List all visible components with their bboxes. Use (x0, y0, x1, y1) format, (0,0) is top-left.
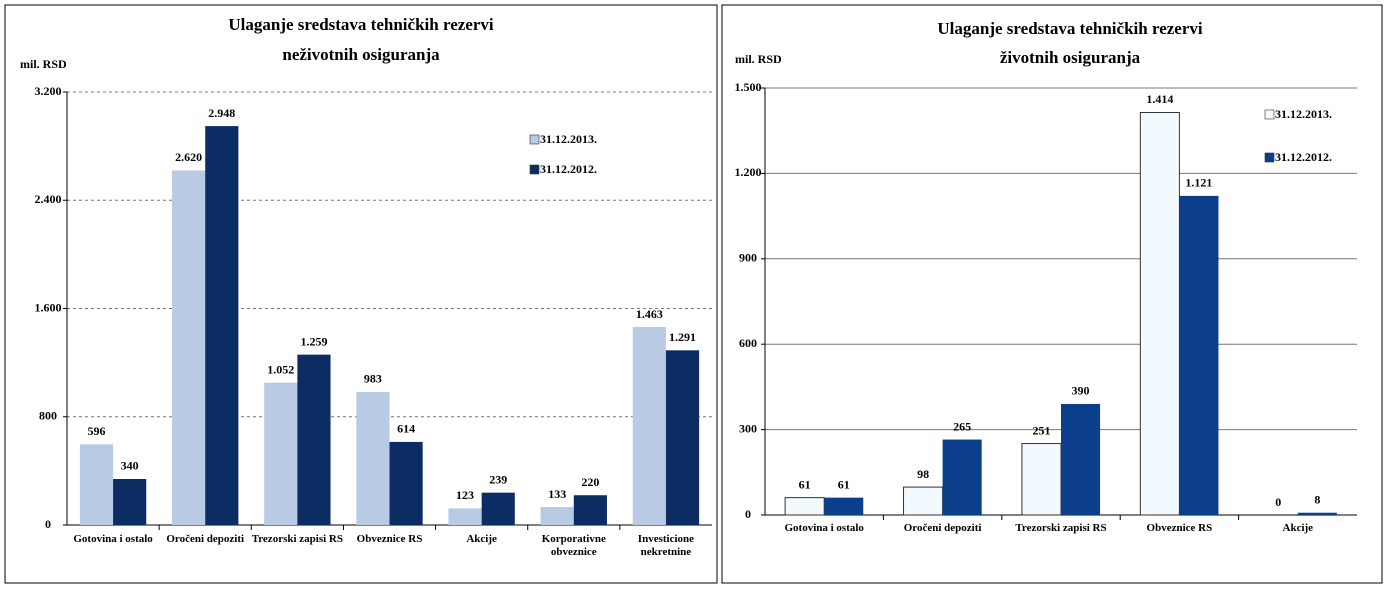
legend-label: 31.12.2012. (1275, 150, 1332, 164)
panel-frame (721, 4, 1383, 584)
y-tick-label: 900 (739, 251, 757, 265)
data-label: 239 (489, 472, 507, 486)
x-tick-label: Korporativne obveznice (541, 533, 606, 558)
category-label-box: Korporativne obveznice (541, 533, 606, 558)
chart-subtitle: životnih osiguranja (1000, 48, 1141, 67)
y-tick-label: 300 (739, 421, 757, 435)
y-tick-label: 3.200 (35, 84, 62, 98)
chart-subtitle: neživotnih osiguranja (282, 45, 440, 64)
bar (1021, 443, 1062, 516)
data-label: 61 (838, 477, 850, 491)
bar (824, 497, 864, 515)
x-tick-label: Gotovina i ostalo (784, 522, 864, 534)
category-label-box: Obveznice RS (1146, 522, 1213, 534)
legend-swatch (1264, 152, 1275, 163)
x-tick-label: Trezorski zapisi RS (1015, 522, 1107, 534)
bar (784, 497, 825, 516)
y-tick-label: 800 (39, 409, 57, 423)
data-label: 133 (548, 487, 566, 501)
bar (172, 170, 206, 525)
data-label: 1.259 (300, 334, 327, 348)
category-label-box: Investicione nekretnine (637, 533, 695, 558)
data-label: 614 (397, 422, 415, 436)
data-label: 61 (799, 477, 811, 491)
x-tick-label: Investicione nekretnine (637, 533, 695, 558)
data-label: 251 (1032, 423, 1050, 437)
data-label: 8 (1314, 492, 1320, 506)
bar (540, 507, 574, 525)
bar (1061, 403, 1101, 515)
category-label-box: Gotovina i ostalo (73, 533, 153, 545)
bar (632, 327, 666, 525)
data-label: 596 (87, 424, 105, 438)
data-label: 983 (364, 372, 382, 386)
data-label: 0 (1275, 495, 1281, 509)
data-label: 1.463 (636, 307, 663, 321)
x-tick-label: Akcije (466, 533, 497, 545)
y-tick-label: 0 (745, 507, 751, 521)
x-tick-label: Obveznice RS (356, 533, 423, 545)
category-label-box: Trezorski zapisi RS (1015, 522, 1107, 534)
category-label-box: Gotovina i ostalo (784, 522, 864, 534)
data-label: 390 (1072, 384, 1090, 398)
bar (448, 508, 482, 525)
bar (903, 486, 944, 516)
bar (79, 444, 114, 525)
chart-title: Ulaganje sredstava tehničkih rezervi (937, 19, 1202, 38)
y-tick-label: 600 (739, 336, 757, 350)
data-label: 1.414 (1146, 92, 1173, 106)
data-label: 98 (917, 467, 929, 481)
data-label: 123 (456, 488, 474, 502)
bar (356, 391, 390, 525)
bar (942, 439, 982, 515)
legend-swatch (529, 134, 540, 145)
category-label-box: Trezorski zapisi RS (251, 533, 343, 545)
data-label: 1.052 (267, 362, 294, 376)
y-tick-label: 0 (45, 517, 51, 531)
legend-label: 31.12.2013. (540, 132, 597, 146)
category-label-box: Obveznice RS (356, 533, 423, 545)
x-tick-label: Gotovina i ostalo (73, 533, 153, 545)
y-axis-label: mil. RSD (735, 52, 782, 66)
chart-title: Ulaganje sredstava tehničkih rezervi (228, 15, 493, 34)
bar (113, 478, 147, 525)
bar (1179, 195, 1219, 515)
x-tick-label: Obveznice RS (1146, 522, 1213, 534)
category-label-box: Oročeni depoziti (166, 533, 245, 545)
y-tick-label: 1.600 (35, 300, 62, 314)
data-label: 2.948 (208, 106, 235, 120)
bar (665, 350, 700, 525)
y-tick-label: 1.200 (735, 165, 762, 179)
y-tick-label: 2.400 (35, 192, 62, 206)
data-label: 265 (953, 419, 971, 433)
category-label-box: Akcije (1282, 522, 1314, 534)
bar (573, 495, 607, 525)
x-tick-label: Oročeni depoziti (903, 522, 982, 534)
data-label: 1.291 (669, 330, 696, 344)
x-tick-label: Akcije (1282, 522, 1314, 534)
legend-swatch (529, 164, 540, 175)
data-label: 340 (121, 459, 139, 473)
y-axis-label: mil. RSD (20, 57, 67, 71)
category-label-box: Akcije (466, 533, 497, 545)
category-label-box: Oročeni depoziti (903, 522, 982, 534)
bar (264, 382, 298, 525)
data-label: 1.121 (1185, 176, 1212, 190)
y-tick-label: 1.500 (735, 80, 762, 94)
bar (481, 492, 515, 525)
bar (1139, 111, 1180, 516)
legend-label: 31.12.2013. (1275, 107, 1332, 121)
data-label: 2.620 (175, 150, 202, 164)
data-label: 220 (581, 475, 599, 489)
legend-label: 31.12.2012. (540, 162, 597, 176)
bar (1297, 512, 1337, 515)
bar (389, 441, 423, 525)
bar (297, 354, 331, 525)
x-tick-label: Trezorski zapisi RS (251, 533, 343, 545)
panel-frame (4, 4, 718, 584)
legend-swatch (1264, 109, 1275, 120)
x-tick-label: Oročeni depoziti (166, 533, 245, 545)
bar (205, 126, 239, 525)
